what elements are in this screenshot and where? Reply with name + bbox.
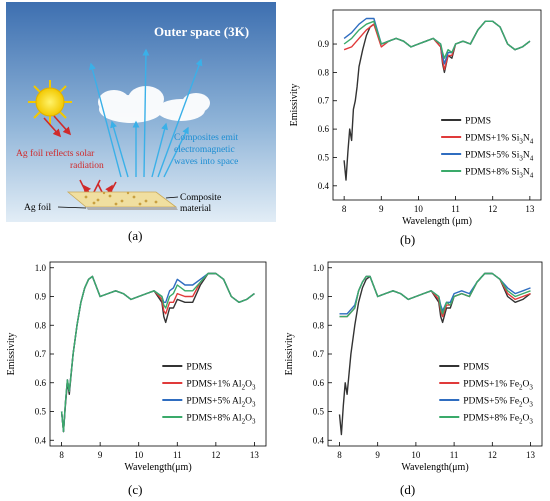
caption-c: (c) xyxy=(128,482,143,497)
y-tick-label: 0.7 xyxy=(318,96,330,106)
composite-label-1: Composite xyxy=(180,193,221,203)
composite-pointer xyxy=(165,196,179,199)
x-tick-label: 10 xyxy=(134,450,144,460)
legend-entry: PDMS xyxy=(463,363,489,373)
x-tick-label: 9 xyxy=(379,204,384,214)
y-tick-label: 0.6 xyxy=(318,124,330,134)
x-tick-label: 8 xyxy=(59,450,64,460)
reflect-label-1: Ag foil reflects solar xyxy=(16,148,95,159)
y-tick-label: 0.5 xyxy=(318,152,330,162)
x-tick-label: 12 xyxy=(488,450,497,460)
legend-entry: PDMS+8% Si3N4 xyxy=(465,168,534,180)
y-tick-label: 0.8 xyxy=(313,320,325,330)
x-axis-label: Wavelength(μm) xyxy=(401,462,468,473)
x-tick-label: 13 xyxy=(250,450,260,460)
x-tick-label: 10 xyxy=(411,450,421,460)
legend-entry: PDMS+1% Al2O3 xyxy=(186,380,256,392)
y-tick-label: 0.4 xyxy=(35,435,47,445)
legend-entry: PDMS xyxy=(465,117,491,127)
cloud-icon xyxy=(98,86,210,123)
y-tick-label: 0.4 xyxy=(313,435,325,445)
chart-c: 8 9 10 11 12 13 0.4 0.5 0.6 0.7 0.8 0.9 1.0 Wavelengt… xyxy=(6,261,267,473)
y-tick-label: 0.8 xyxy=(318,67,330,77)
y-tick-label: 1.0 xyxy=(35,263,47,273)
x-tick-label: 11 xyxy=(451,204,460,214)
series-line xyxy=(338,272,531,436)
composite-label-2: material xyxy=(180,204,211,214)
caption-d: (d) xyxy=(400,482,416,497)
legend-entry: PDMS+5% Si3N4 xyxy=(465,151,534,163)
series-line xyxy=(60,272,255,433)
x-tick-label: 11 xyxy=(450,450,459,460)
y-axis-label: Emissivity xyxy=(289,84,300,127)
x-axis-label: Wavelength (μm) xyxy=(402,216,472,227)
emit-label-2: electromagnetic xyxy=(174,145,235,155)
plot-frame xyxy=(332,9,542,201)
composite-slab xyxy=(66,191,178,210)
y-axis-label: Emissivity xyxy=(284,333,295,376)
x-tick-label: 13 xyxy=(526,450,536,460)
legend-entry: PDMS+1% Fe2O3 xyxy=(463,380,533,392)
caption-b: (b) xyxy=(400,232,416,247)
caption-a: (a) xyxy=(128,228,143,243)
y-tick-label: 0.7 xyxy=(35,349,47,359)
x-tick-label: 11 xyxy=(173,450,182,460)
series-line xyxy=(343,20,531,71)
y-tick-label: 0.6 xyxy=(313,378,325,388)
series-line xyxy=(343,20,531,59)
y-tick-label: 0.6 xyxy=(35,378,47,388)
series-line xyxy=(339,272,531,318)
chart-d: 8 9 10 11 12 13 0.4 0.5 0.6 0.7 0.8 0.9 1.0 Wavelengt… xyxy=(284,261,543,473)
y-tick-label: 0.8 xyxy=(35,320,47,330)
emit-label-3: waves into space xyxy=(174,157,238,167)
x-tick-label: 13 xyxy=(525,204,535,214)
legend-entry: PDMS xyxy=(186,363,212,373)
legend-entry: PDMS+5% Fe2O3 xyxy=(463,397,533,409)
sun-icon xyxy=(28,80,72,124)
y-tick-label: 0.4 xyxy=(318,181,330,191)
legend-entry: PDMS+1% Si3N4 xyxy=(465,134,534,146)
legend-entry: PDMS+8% Fe2O3 xyxy=(463,414,533,426)
legend-entry: PDMS+5% Al2O3 xyxy=(186,397,256,409)
y-tick-label: 0.9 xyxy=(35,292,47,302)
chart-b: 8 9 10 11 12 13 0.4 0.5 0.6 0.7 0.8 0.9 Wavelength (… xyxy=(289,9,542,227)
y-tick-label: 0.5 xyxy=(313,407,325,417)
y-tick-label: 0.7 xyxy=(313,349,325,359)
reflect-label-2: radiation xyxy=(70,161,104,171)
x-tick-label: 9 xyxy=(375,450,380,460)
y-tick-label: 0.9 xyxy=(318,39,330,49)
y-axis-label: Emissivity xyxy=(6,333,17,376)
x-tick-label: 10 xyxy=(414,204,424,214)
y-tick-label: 0.9 xyxy=(313,292,325,302)
x-tick-label: 12 xyxy=(488,204,497,214)
series-line xyxy=(60,272,255,433)
y-tick-label: 1.0 xyxy=(313,263,325,273)
x-tick-label: 8 xyxy=(337,450,342,460)
illustration-title: Outer space (3K) xyxy=(154,24,249,39)
legend-entry: PDMS+8% Al2O3 xyxy=(186,414,256,426)
x-tick-label: 12 xyxy=(211,450,220,460)
illustration-panel: Outer space (3K) Ag foil reflects solar … xyxy=(6,2,276,222)
ag-foil-pointer xyxy=(57,206,87,209)
y-tick-label: 0.5 xyxy=(35,407,47,417)
x-tick-label: 9 xyxy=(98,450,103,460)
emit-label-1: Composites emit xyxy=(174,133,238,143)
emit-arrows xyxy=(89,48,203,178)
x-tick-label: 8 xyxy=(342,204,347,214)
ag-foil-label: Ag foil xyxy=(24,202,52,213)
x-axis-label: Wavelength(μm) xyxy=(124,462,191,473)
series-line xyxy=(339,272,531,318)
